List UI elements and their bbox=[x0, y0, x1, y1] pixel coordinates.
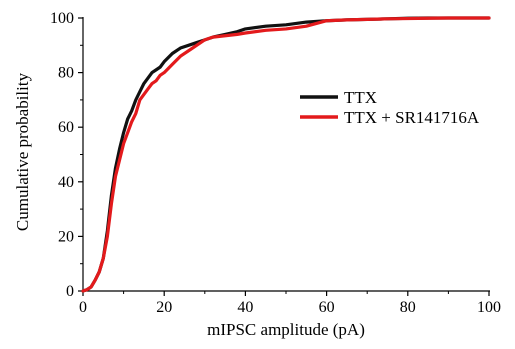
y-tick-label: 80 bbox=[58, 65, 74, 82]
legend-label-1: TTX bbox=[344, 88, 377, 107]
y-tick-label: 40 bbox=[58, 174, 74, 191]
x-tick-label: 60 bbox=[319, 299, 335, 316]
y-ticks: 0 20 40 60 80 100 bbox=[50, 10, 83, 300]
x-tick-label: 100 bbox=[477, 299, 501, 316]
y-tick-label: 60 bbox=[58, 119, 74, 136]
axes bbox=[82, 17, 490, 292]
y-tick-label: 20 bbox=[58, 228, 74, 245]
x-tick-label: 0 bbox=[79, 299, 87, 316]
series-line-2 bbox=[81, 16, 491, 293]
x-ticks: 0 20 40 60 80 100 bbox=[79, 291, 501, 316]
series-line-1 bbox=[81, 16, 491, 293]
y-tick-label: 0 bbox=[66, 283, 74, 300]
x-tick-label: 40 bbox=[237, 299, 253, 316]
y-tick-label: 100 bbox=[50, 10, 74, 27]
series-layer bbox=[81, 16, 491, 293]
x-tick-label: 80 bbox=[400, 299, 416, 316]
x-axis-label: mIPSC amplitude (pA) bbox=[207, 320, 365, 339]
y-axis-label: Cumulative probability bbox=[13, 72, 32, 231]
x-tick-label: 20 bbox=[156, 299, 172, 316]
legend-label-2: TTX + SR141716A bbox=[344, 108, 480, 127]
